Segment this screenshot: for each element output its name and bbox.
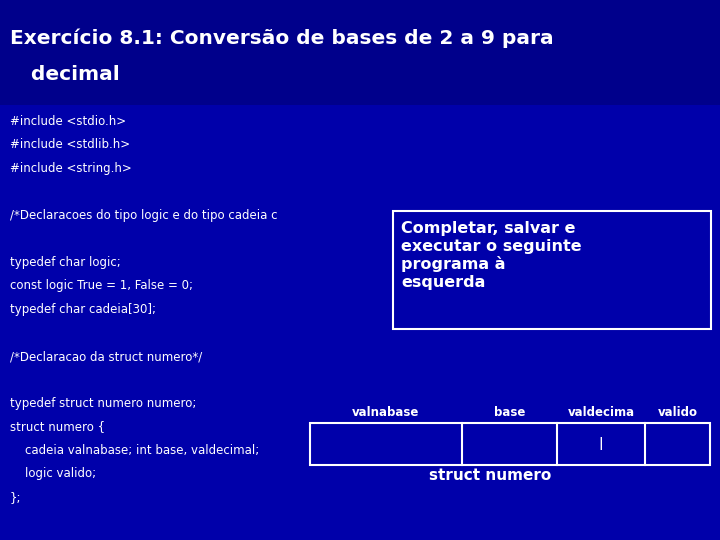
Bar: [0, 0, 720, 105]
Text: #include <string.h>: #include <string.h>: [10, 162, 132, 175]
Text: |: |: [599, 437, 603, 450]
Bar: [393, 211, 711, 329]
Text: Completar, salvar e
executar o seguinte
programa à
esquerda: Completar, salvar e executar o seguinte …: [401, 221, 582, 290]
Text: Exercício 8.1: Conversão de bases de 2 a 9 para: Exercício 8.1: Conversão de bases de 2 a…: [10, 28, 554, 48]
Text: valido: valido: [657, 407, 698, 420]
Text: typedef char cadeia[30];: typedef char cadeia[30];: [10, 303, 156, 316]
Text: valdecima: valdecima: [567, 407, 634, 420]
Text: #include <stdio.h>: #include <stdio.h>: [10, 115, 126, 128]
Bar: [310, 422, 710, 464]
Text: /*Declaracao da struct numero*/: /*Declaracao da struct numero*/: [10, 350, 202, 363]
Text: struct numero: struct numero: [429, 469, 551, 483]
Text: };: };: [10, 491, 22, 504]
Text: base: base: [494, 407, 525, 420]
Text: decimal: decimal: [10, 65, 120, 84]
Text: const logic True = 1, False = 0;: const logic True = 1, False = 0;: [10, 280, 193, 293]
Text: valnabase: valnabase: [352, 407, 420, 420]
Text: cadeia valnabase; int base, valdecimal;: cadeia valnabase; int base, valdecimal;: [10, 444, 259, 457]
Text: logic valido;: logic valido;: [10, 468, 96, 481]
Text: struct numero {: struct numero {: [10, 421, 105, 434]
Text: typedef char logic;: typedef char logic;: [10, 256, 121, 269]
Text: /*Declaracoes do tipo logic e do tipo cadeia c: /*Declaracoes do tipo logic e do tipo ca…: [10, 209, 277, 222]
Text: typedef struct numero numero;: typedef struct numero numero;: [10, 397, 197, 410]
Text: #include <stdlib.h>: #include <stdlib.h>: [10, 138, 130, 152]
